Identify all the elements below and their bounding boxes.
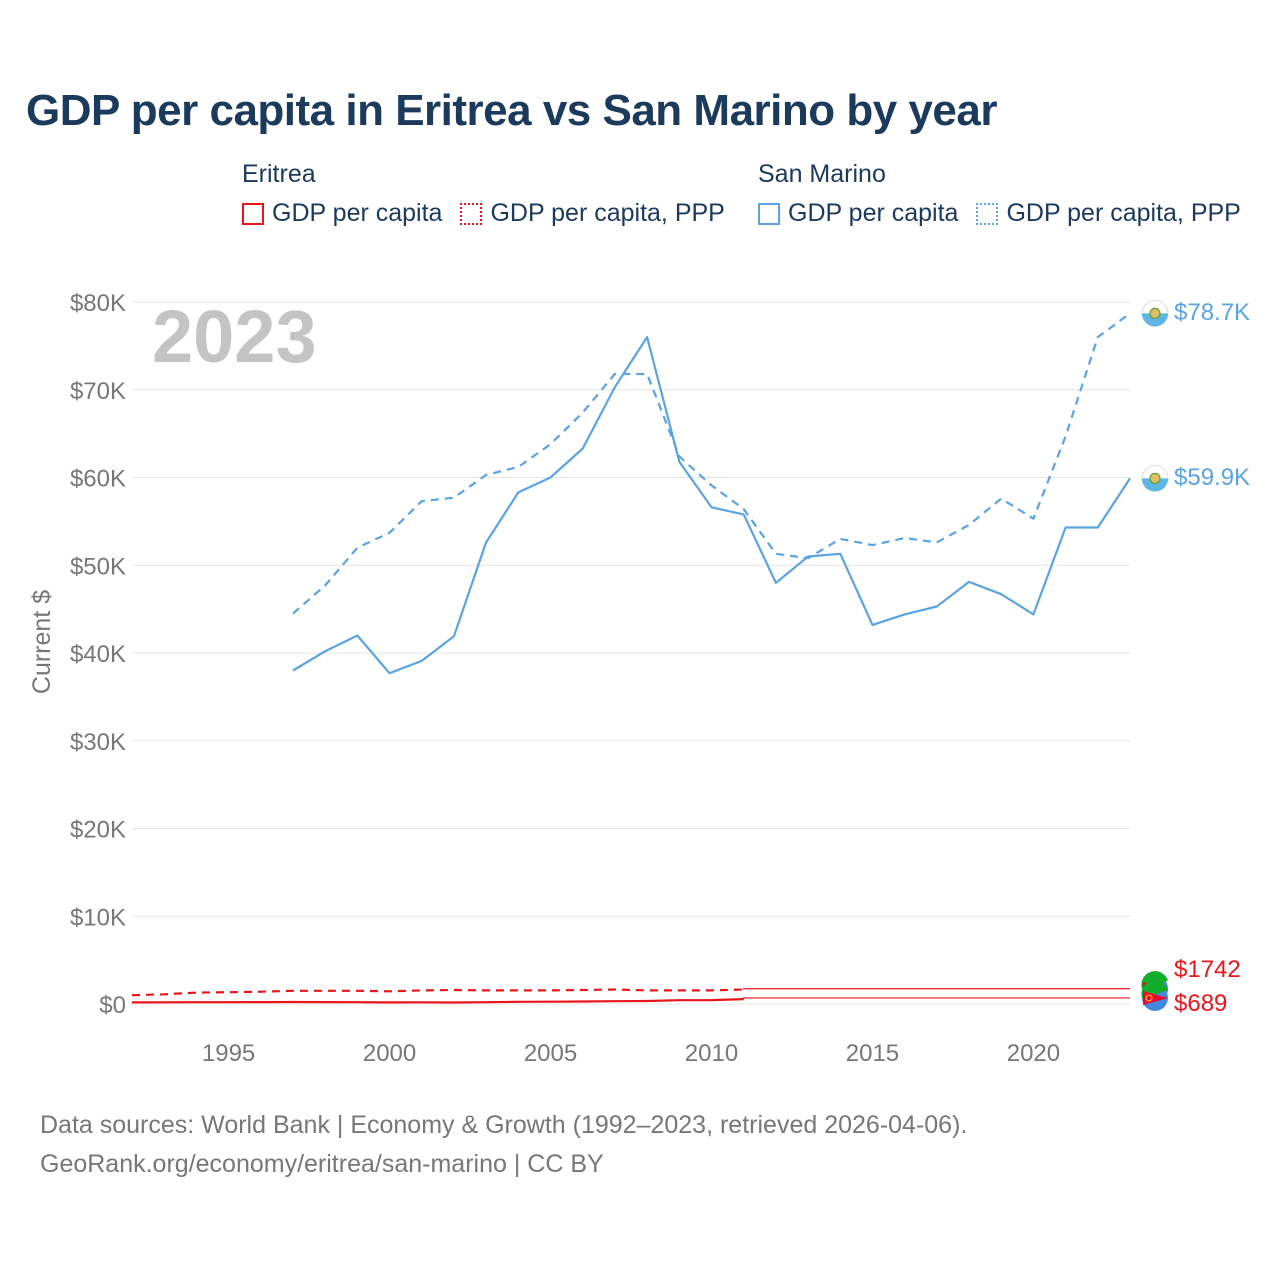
connector-er-gdp (743, 997, 1130, 1000)
year-watermark: 2023 (152, 295, 317, 378)
end-label-er-gdp: $689 (1174, 990, 1227, 1017)
y-tick-label: $50K (70, 553, 126, 580)
x-axis-ticks: 1995 2000 2005 2010 2015 2020 (202, 1040, 1060, 1067)
chart-title: GDP per capita in Eritrea vs San Marino … (26, 86, 997, 135)
legend-label: GDP per capita (272, 199, 443, 227)
y-tick-label: $70K (70, 378, 126, 405)
end-label-sm-ppp: $78.7K (1174, 299, 1250, 326)
x-tick-label: 2005 (524, 1040, 577, 1067)
series-lines (131, 312, 1131, 1004)
y-tick-label: $60K (70, 466, 126, 493)
legend-label: GDP per capita, PPP (1006, 199, 1241, 227)
end-markers (1141, 299, 1169, 1011)
legend-item-eritrea-ppp[interactable]: GDP per capita, PPP (460, 199, 725, 228)
legend-swatch-dotted (976, 202, 999, 225)
legend-country-san-marino: San Marino (758, 160, 886, 188)
y-tick-label: $80K (70, 290, 126, 317)
flag-half (1142, 313, 1168, 327)
footer-sources: Data sources: World Bank | Economy & Gro… (40, 1111, 968, 1139)
flag-emblem (1145, 994, 1153, 1002)
flag-half (1142, 478, 1168, 492)
flag-emblem (1149, 307, 1161, 320)
x-tick-label: 2010 (685, 1040, 738, 1067)
y-tick-label: $10K (70, 904, 126, 931)
series-line-3 (131, 988, 744, 997)
footer: Data sources: World Bank | Economy & Gro… (40, 1106, 967, 1184)
x-tick-label: 2000 (363, 1040, 416, 1067)
eritrea-flag-icon (1141, 980, 1168, 1011)
grid-lines (132, 301, 1130, 1005)
y-tick-label: $30K (70, 729, 126, 756)
end-label-sm-gdp: $59.9K (1174, 464, 1250, 491)
x-tick-label: 1995 (202, 1040, 255, 1067)
y-tick-label: $20K (70, 817, 126, 844)
legend-swatch-dotted (460, 202, 483, 225)
x-tick-label: 2020 (1007, 1040, 1060, 1067)
san-marino-flag-icon (1141, 464, 1169, 492)
legend-item-san-marino-ppp[interactable]: GDP per capita, PPP (976, 199, 1241, 228)
series-line-1 (292, 312, 1131, 615)
legend-swatch-solid (758, 202, 780, 225)
legend-label: GDP per capita (788, 199, 959, 227)
legend-san-marino: San Marino GDP per capita GDP per capita… (758, 160, 1259, 228)
x-tick-label: 2015 (846, 1040, 899, 1067)
line-chart: $0 $10K $20K $30K $40K $50K $60K $70K $80K 1995 2… (28, 290, 1250, 1067)
legend-eritrea: Eritrea GDP per capita GDP per capita, P… (242, 160, 743, 228)
series-line-0 (292, 336, 1131, 675)
connector-er-ppp (743, 988, 1130, 990)
series-line-2 (131, 998, 744, 1004)
end-label-connectors (743, 988, 1130, 1000)
legend-item-san-marino-gdp[interactable]: GDP per capita (758, 199, 958, 228)
y-axis-label: Current $ (28, 590, 56, 694)
y-tick-label: $0 (99, 992, 126, 1019)
flag-emblem (1149, 472, 1161, 484)
y-tick-label: $40K (70, 641, 126, 668)
legend-swatch-solid (242, 202, 264, 225)
end-label-er-ppp: $1742 (1174, 956, 1241, 983)
legend-country-eritrea: Eritrea (242, 160, 316, 188)
y-axis-ticks: $0 $10K $20K $30K $40K $50K $60K $70K $80K (70, 290, 126, 1019)
san-marino-flag-icon (1141, 299, 1169, 327)
footer-link[interactable]: GeoRank.org/economy/eritrea/san-marino |… (40, 1150, 604, 1178)
legend-item-eritrea-gdp[interactable]: GDP per capita (242, 199, 442, 228)
legend-label: GDP per capita, PPP (490, 199, 725, 227)
